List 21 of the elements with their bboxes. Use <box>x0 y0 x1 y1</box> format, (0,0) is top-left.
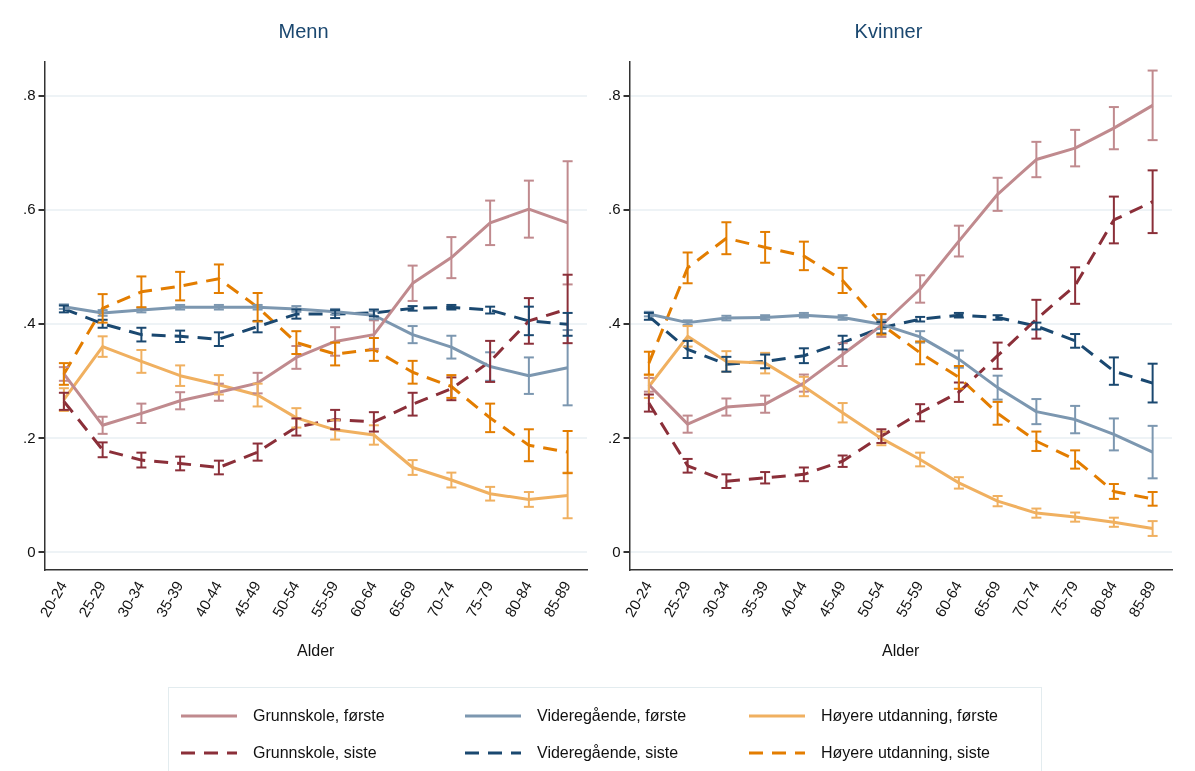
line-series <box>62 305 570 341</box>
y-tick-label: .4 <box>22 314 36 332</box>
x-axis-title: Alder <box>882 641 921 659</box>
y-tick-label: .8 <box>22 86 36 104</box>
legend-label: Høyere utdanning, siste <box>821 743 990 762</box>
chart-title: Kvinner <box>854 19 923 42</box>
y-tick-label: .4 <box>607 314 621 332</box>
x-axis-title: Alder <box>297 641 336 659</box>
y-tick-label: .6 <box>607 200 621 218</box>
legend-label: Videregående, siste <box>537 743 679 762</box>
legend-label: Videregående, første <box>537 707 687 726</box>
y-tick-label: .8 <box>607 86 621 104</box>
y-tick-label: .6 <box>22 200 36 218</box>
y-tick-label: .2 <box>607 428 621 446</box>
y-tick-label: 0 <box>612 542 621 560</box>
y-tick-label: .2 <box>22 428 36 446</box>
chart-title: Menn <box>278 19 329 42</box>
legend-label: Høyere utdanning, første <box>821 707 998 726</box>
legend-label: Grunnskole, første <box>253 707 385 726</box>
legend-label: Grunnskole, siste <box>253 743 377 762</box>
y-tick-label: 0 <box>27 542 36 560</box>
